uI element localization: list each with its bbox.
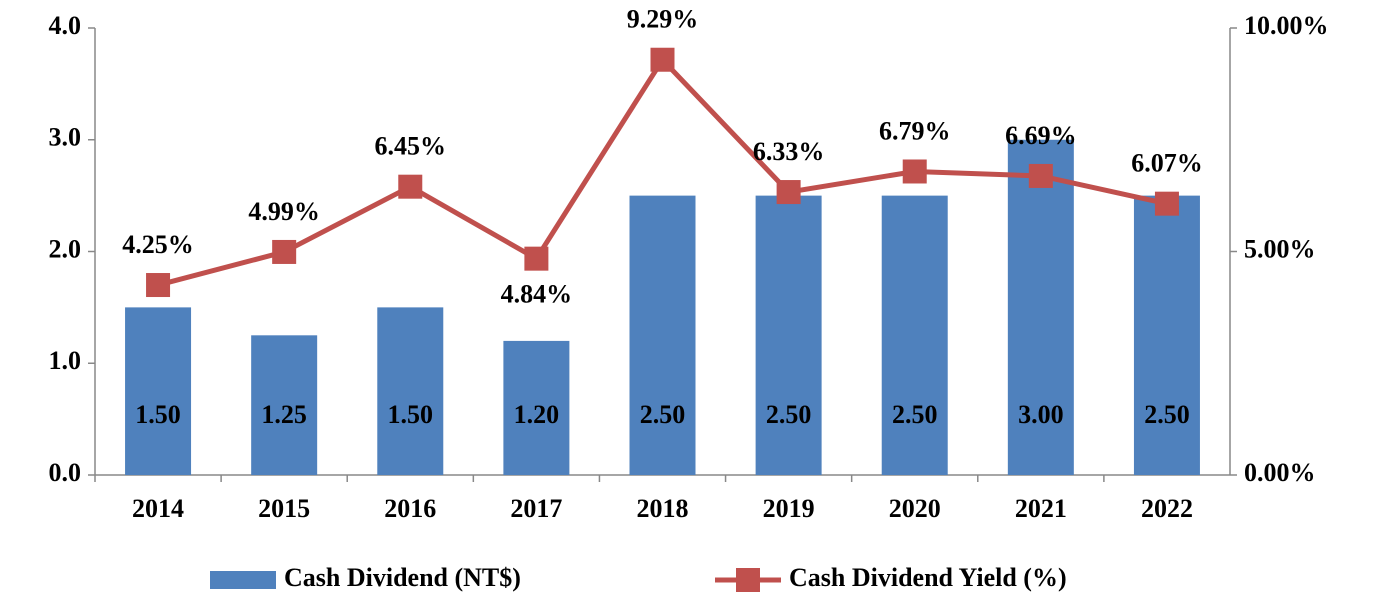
- x-tick-label: 2014: [132, 494, 184, 523]
- bar: [251, 335, 318, 475]
- line-marker: [146, 273, 171, 298]
- bar-value-label: 2.50: [640, 400, 686, 429]
- x-tick-label: 2022: [1141, 494, 1193, 523]
- line-marker: [1154, 191, 1179, 216]
- line-value-label: 6.33%: [753, 137, 825, 166]
- line-marker: [776, 180, 801, 205]
- line-value-label: 6.07%: [1131, 149, 1203, 178]
- x-tick-label: 2018: [637, 494, 689, 523]
- y-tick-label: 1.0: [49, 346, 82, 375]
- line-marker: [650, 47, 675, 72]
- bar-value-label: 2.50: [1144, 400, 1190, 429]
- legend-marker: [736, 568, 760, 592]
- bar-value-label: 2.50: [766, 400, 812, 429]
- bar-value-label: 2.50: [892, 400, 938, 429]
- legend-label: Cash Dividend Yield (%): [789, 563, 1067, 592]
- x-tick-label: 2021: [1015, 494, 1067, 523]
- bar: [755, 195, 822, 475]
- line-value-label: 9.29%: [627, 5, 699, 34]
- y-tick-label: 4.0: [49, 11, 82, 40]
- line-marker: [272, 239, 297, 264]
- x-tick-label: 2016: [384, 494, 436, 523]
- bar-value-label: 1.50: [388, 400, 434, 429]
- bar: [629, 195, 696, 475]
- bar-value-label: 1.25: [261, 400, 307, 429]
- legend-swatch: [210, 571, 276, 589]
- y-tick-label: 0.0: [49, 458, 82, 487]
- y2-tick-label: 0.00%: [1244, 458, 1316, 487]
- x-tick-label: 2019: [763, 494, 815, 523]
- bar: [125, 307, 192, 475]
- line-marker: [902, 159, 927, 184]
- x-tick-label: 2017: [510, 494, 562, 523]
- line-marker: [398, 174, 423, 199]
- x-tick-label: 2015: [258, 494, 310, 523]
- bar: [377, 307, 444, 475]
- bar: [1133, 195, 1200, 475]
- line-value-label: 4.84%: [501, 280, 573, 309]
- bar: [1007, 139, 1074, 475]
- line-value-label: 6.45%: [375, 132, 447, 161]
- line-value-label: 4.25%: [122, 230, 194, 259]
- y-tick-label: 2.0: [49, 234, 82, 263]
- bar: [503, 340, 570, 475]
- bar-value-label: 1.50: [135, 400, 181, 429]
- line-marker: [1028, 163, 1053, 188]
- line-value-label: 6.79%: [879, 116, 951, 145]
- legend-label: Cash Dividend (NT$): [284, 563, 521, 592]
- y2-tick-label: 10.00%: [1244, 11, 1329, 40]
- line-value-label: 4.99%: [248, 197, 320, 226]
- x-tick-label: 2020: [889, 494, 941, 523]
- bar-value-label: 3.00: [1018, 400, 1064, 429]
- line-value-label: 6.69%: [1005, 121, 1077, 150]
- line-marker: [524, 246, 549, 271]
- bar-value-label: 1.20: [514, 400, 560, 429]
- bar: [881, 195, 948, 475]
- y-tick-label: 3.0: [49, 123, 82, 152]
- y2-tick-label: 5.00%: [1244, 234, 1316, 263]
